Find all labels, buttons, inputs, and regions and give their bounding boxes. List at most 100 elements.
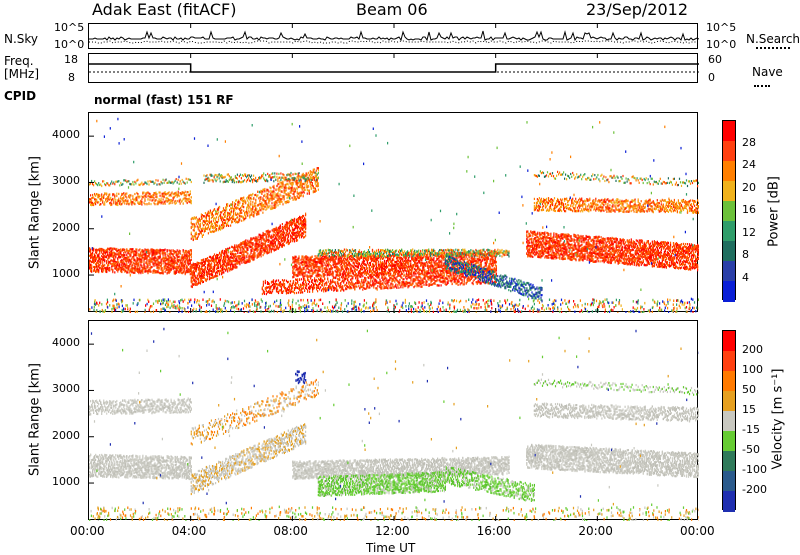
nsearch-tick-top: 10^5 bbox=[706, 22, 736, 33]
power-cell bbox=[114, 271, 115, 273]
power-cell bbox=[255, 177, 256, 179]
power-cell bbox=[98, 255, 99, 257]
power-cell bbox=[273, 180, 274, 182]
power-cell bbox=[238, 261, 239, 263]
power-cell bbox=[275, 206, 276, 208]
power-cell bbox=[318, 167, 319, 169]
power-cell bbox=[303, 287, 304, 289]
power-cell bbox=[192, 286, 193, 288]
power-cell bbox=[267, 249, 268, 251]
power-cell bbox=[256, 208, 257, 210]
nsky-label: N.Sky bbox=[4, 33, 38, 45]
power-cell bbox=[292, 197, 293, 199]
power-cell bbox=[278, 183, 279, 185]
power-cell bbox=[276, 227, 277, 229]
power-cell bbox=[318, 183, 319, 185]
power-cell bbox=[188, 268, 189, 270]
power-cell bbox=[197, 266, 198, 268]
power-cell bbox=[208, 224, 209, 226]
power-cell bbox=[267, 247, 268, 249]
power-cell bbox=[188, 255, 189, 257]
power-cell bbox=[270, 187, 271, 189]
power-cell bbox=[243, 206, 244, 208]
power-cell bbox=[283, 174, 284, 176]
nsky-tick-bottom: 10^0 bbox=[54, 39, 84, 50]
power-cell bbox=[90, 249, 91, 251]
power-cell bbox=[90, 251, 91, 253]
power-cell bbox=[157, 266, 158, 268]
power-cell bbox=[314, 168, 315, 170]
power-cell bbox=[118, 180, 119, 182]
freq-tick-bottom: 8 bbox=[68, 72, 75, 83]
power-cell bbox=[255, 239, 256, 241]
power-cell bbox=[151, 266, 152, 268]
power-cell bbox=[101, 185, 102, 187]
power-cell bbox=[284, 284, 285, 286]
power-cell bbox=[218, 267, 219, 269]
power-cell bbox=[144, 265, 145, 267]
power-cell bbox=[288, 239, 289, 241]
power-cell bbox=[241, 220, 242, 222]
power-cell bbox=[305, 219, 306, 221]
power-cell bbox=[279, 203, 280, 205]
power-cell bbox=[290, 175, 291, 177]
power-cell bbox=[266, 290, 267, 292]
power-cell bbox=[126, 203, 127, 205]
nsearch-label: N.Search bbox=[746, 33, 800, 45]
power-cell bbox=[202, 230, 203, 232]
power-cell bbox=[223, 209, 224, 211]
power-cell bbox=[258, 210, 259, 212]
power-cell bbox=[228, 225, 229, 227]
power-cell bbox=[142, 192, 143, 194]
power-cell bbox=[294, 218, 295, 220]
power-cell bbox=[154, 182, 155, 184]
power-cell bbox=[269, 205, 270, 207]
power-cell bbox=[327, 277, 328, 279]
power-cell bbox=[111, 263, 112, 265]
power-cell bbox=[331, 289, 332, 291]
power-cell bbox=[317, 179, 318, 181]
power-cell bbox=[237, 216, 238, 218]
power-cell bbox=[281, 288, 282, 290]
power-cell bbox=[289, 242, 290, 244]
power-cell bbox=[273, 187, 274, 189]
power-cell bbox=[227, 270, 228, 272]
power-cell bbox=[103, 269, 104, 271]
power-cell bbox=[264, 194, 265, 196]
power-cell bbox=[111, 266, 112, 268]
power-cell bbox=[272, 172, 273, 174]
power-cell bbox=[145, 196, 146, 198]
power-cell bbox=[111, 247, 112, 249]
power-cell bbox=[232, 201, 233, 203]
power-cell bbox=[289, 222, 290, 224]
power-cell bbox=[336, 285, 337, 287]
power-cell bbox=[126, 197, 127, 199]
power-cell bbox=[133, 183, 134, 185]
power-cell bbox=[324, 278, 325, 280]
power-cell bbox=[165, 203, 166, 205]
power-cell bbox=[278, 173, 279, 175]
power-cell bbox=[221, 255, 222, 257]
power-cell bbox=[203, 234, 204, 236]
freq-unit: [MHz] bbox=[4, 68, 39, 80]
power-cell bbox=[116, 195, 117, 197]
power-cell bbox=[228, 251, 229, 253]
power-cell bbox=[206, 274, 207, 276]
power-cell bbox=[255, 247, 256, 249]
power-cell bbox=[117, 204, 118, 206]
power-cell bbox=[137, 193, 138, 195]
power-cell bbox=[212, 230, 213, 232]
power-cell bbox=[201, 232, 202, 234]
power-cell bbox=[254, 256, 255, 258]
power-cell bbox=[221, 257, 222, 259]
power-cell bbox=[91, 180, 92, 182]
power-cell bbox=[251, 198, 252, 200]
power-cell bbox=[214, 253, 215, 255]
power-heatmap bbox=[89, 113, 699, 313]
power-cell bbox=[265, 244, 266, 246]
power-cell bbox=[273, 279, 274, 281]
power-cell bbox=[126, 181, 127, 183]
power-cell bbox=[258, 204, 259, 206]
power-cell bbox=[244, 256, 245, 258]
power-cell bbox=[264, 190, 265, 192]
